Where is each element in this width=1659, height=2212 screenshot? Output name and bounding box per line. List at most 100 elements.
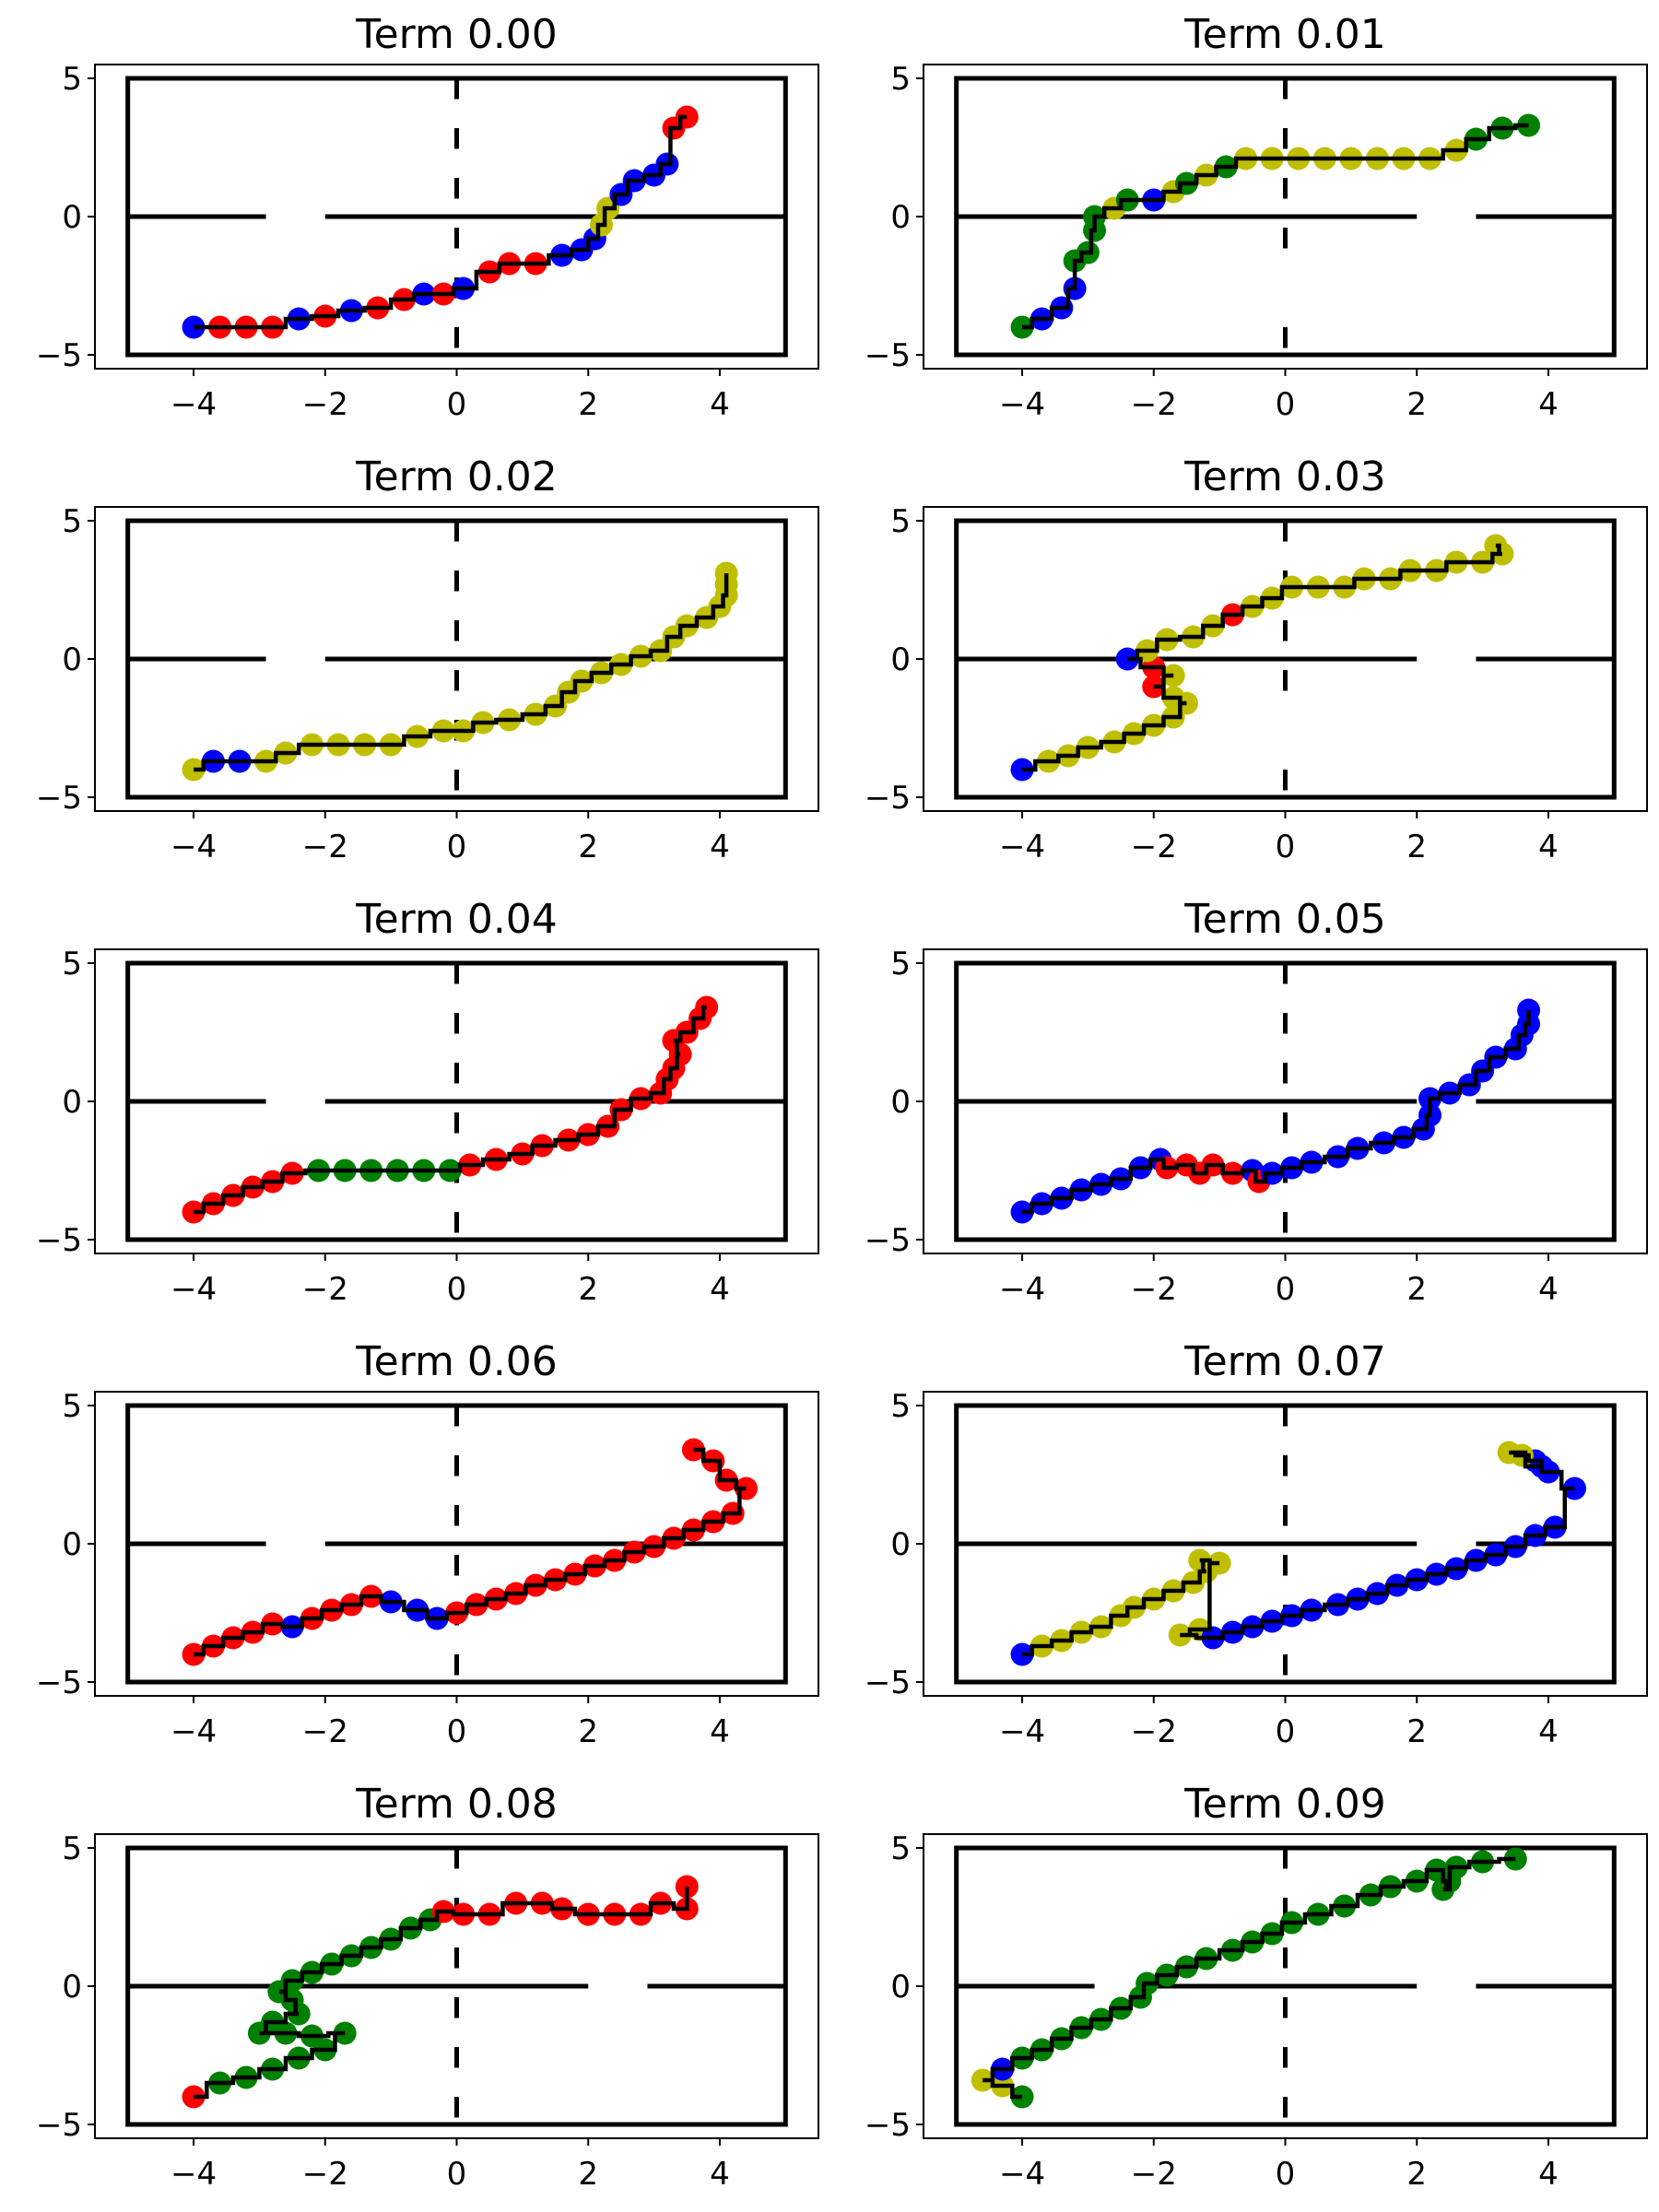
x-tick-label: −2 — [302, 1271, 348, 1308]
y-tick-label: 0 — [890, 199, 911, 236]
x-tick-label: −4 — [999, 829, 1045, 865]
subplot-9: Term 0.09 −4 −2 0 2 4 −5 0 5 — [865, 1781, 1648, 2193]
x-tick-label: 0 — [447, 829, 467, 865]
trajectory-line — [1022, 1010, 1531, 1215]
subplot-3: Term 0.03 −4 −2 0 2 4 −5 0 5 — [865, 453, 1648, 865]
x-tick-label: 2 — [578, 2156, 598, 2193]
y-tick-label: 0 — [890, 1969, 911, 2006]
y-tick-label: 0 — [62, 1084, 82, 1121]
x-tick-label: 4 — [1538, 1271, 1559, 1308]
y-tick-label: 5 — [890, 1388, 911, 1425]
x-tick-label: 0 — [1276, 2156, 1296, 2193]
subplot-0: Term 0.00 −4 −2 0 2 4 −5 0 5 — [36, 11, 819, 423]
subplot-6: Term 0.06 −4 −2 0 2 4 −5 0 5 — [36, 1338, 819, 1750]
x-tick-label: 2 — [578, 829, 598, 865]
subplot-title: Term 0.07 — [1183, 1338, 1386, 1385]
x-tick-label: 0 — [1276, 829, 1296, 865]
subplot-title: Term 0.08 — [355, 1781, 558, 1828]
subplot-title: Term 0.05 — [1183, 896, 1386, 943]
x-tick-label: 0 — [447, 386, 467, 423]
trajectory-line — [194, 114, 688, 330]
x-tick-label: 0 — [1276, 386, 1296, 423]
x-tick-label: 0 — [447, 2156, 467, 2193]
y-tick-label: −5 — [865, 1222, 911, 1259]
subplot-title: Term 0.09 — [1183, 1781, 1386, 1828]
x-tick-label: 2 — [1406, 1713, 1427, 1750]
trajectory-line — [194, 1005, 707, 1215]
subplot-1: Term 0.01 −4 −2 0 2 4 −5 0 5 — [865, 11, 1648, 423]
y-tick-label: −5 — [865, 1665, 911, 1701]
x-tick-label: 4 — [1538, 829, 1559, 865]
subplot-5: Term 0.05 −4 −2 0 2 4 −5 0 5 — [865, 896, 1648, 1308]
y-tick-label: 0 — [62, 199, 82, 236]
x-tick-label: −4 — [171, 2156, 217, 2193]
x-tick-label: 4 — [710, 829, 730, 865]
x-tick-label: −2 — [1131, 1713, 1177, 1750]
subplot-2: Term 0.02 −4 −2 0 2 4 −5 0 5 — [36, 453, 819, 865]
y-tick-label: 5 — [890, 503, 911, 540]
subplot-7: Term 0.07 −4 −2 0 2 4 −5 0 5 — [865, 1338, 1648, 1750]
y-tick-label: −5 — [36, 1665, 82, 1701]
x-tick-label: 0 — [1276, 1713, 1296, 1750]
y-tick-label: 5 — [62, 61, 82, 98]
x-tick-label: −4 — [999, 1271, 1045, 1308]
x-tick-label: 0 — [1276, 1271, 1296, 1308]
y-tick-label: 5 — [62, 503, 82, 540]
x-tick-label: −4 — [999, 386, 1045, 423]
x-tick-label: −2 — [1131, 1271, 1177, 1308]
y-tick-label: 5 — [890, 61, 911, 98]
subplot-title: Term 0.00 — [355, 11, 558, 58]
y-tick-label: 0 — [890, 1084, 911, 1121]
x-tick-label: −2 — [302, 2156, 348, 2193]
x-tick-label: −4 — [171, 1713, 217, 1750]
x-tick-label: −2 — [1131, 2156, 1177, 2193]
x-tick-label: 0 — [447, 1271, 467, 1308]
x-tick-label: −2 — [1131, 829, 1177, 865]
y-tick-label: −5 — [865, 337, 911, 374]
subplot-title: Term 0.01 — [1183, 11, 1386, 58]
x-tick-label: 2 — [578, 1713, 598, 1750]
trajectory-line — [1022, 543, 1502, 772]
y-tick-label: −5 — [36, 780, 82, 817]
y-tick-label: −5 — [865, 2107, 911, 2144]
x-tick-label: 2 — [1406, 386, 1427, 423]
x-tick-label: −4 — [171, 386, 217, 423]
x-tick-label: −4 — [171, 1271, 217, 1308]
subplot-8: Term 0.08 −4 −2 0 2 4 −5 0 5 — [36, 1781, 819, 2193]
y-tick-label: 5 — [890, 1830, 911, 1867]
trajectory-line — [194, 1887, 689, 2100]
y-tick-label: −5 — [36, 337, 82, 374]
x-tick-label: 2 — [578, 386, 598, 423]
y-tick-label: 0 — [62, 1969, 82, 2006]
trajectory-line — [1022, 1450, 1575, 1657]
x-tick-label: 4 — [710, 2156, 730, 2193]
y-tick-label: −5 — [36, 1222, 82, 1259]
trajectory-line — [194, 1447, 747, 1657]
subplot-title: Term 0.04 — [355, 896, 558, 943]
subplot-title: Term 0.03 — [1183, 453, 1386, 500]
x-tick-label: 2 — [1406, 829, 1427, 865]
y-tick-label: 0 — [890, 1526, 911, 1563]
x-tick-label: 4 — [1538, 386, 1559, 423]
x-tick-label: 2 — [1406, 1271, 1427, 1308]
y-tick-label: 5 — [62, 1830, 82, 1867]
y-tick-label: 5 — [890, 946, 911, 982]
subplot-4: Term 0.04 −4 −2 0 2 4 −5 0 5 — [36, 896, 819, 1308]
x-tick-label: −2 — [302, 829, 348, 865]
subplot-title: Term 0.06 — [355, 1338, 558, 1385]
x-tick-label: −2 — [302, 1713, 348, 1750]
y-tick-label: −5 — [36, 2107, 82, 2144]
trajectory-line — [1022, 123, 1529, 330]
x-tick-label: −2 — [1131, 386, 1177, 423]
x-tick-label: −4 — [999, 2156, 1045, 2193]
y-tick-label: 5 — [62, 946, 82, 982]
x-tick-label: 4 — [710, 386, 730, 423]
y-tick-label: 0 — [62, 1526, 82, 1563]
y-tick-label: −5 — [865, 780, 911, 817]
x-tick-label: 2 — [1406, 2156, 1427, 2193]
x-tick-label: −4 — [171, 829, 217, 865]
x-tick-label: 0 — [447, 1713, 467, 1750]
x-tick-label: −4 — [999, 1713, 1045, 1750]
x-tick-label: 2 — [578, 1271, 598, 1308]
